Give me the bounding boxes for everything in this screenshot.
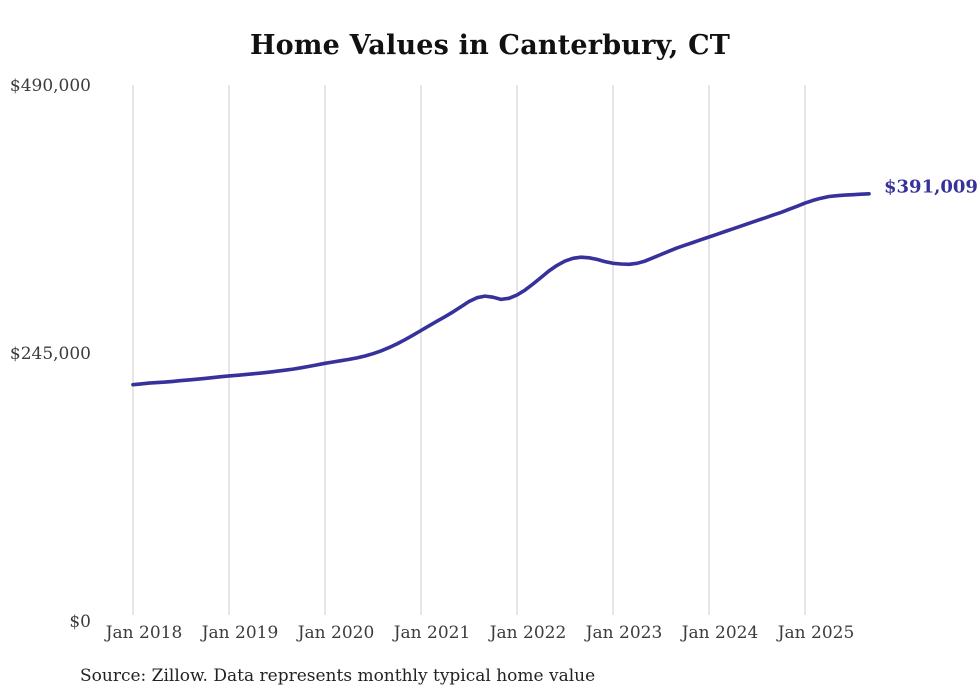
x-tick-jan-2018: Jan 2018 [105, 623, 183, 643]
y-tick-0: $0 [69, 611, 91, 632]
x-tick-jan-2022: Jan 2022 [489, 623, 567, 643]
y-tick-490000: $490,000 [9, 75, 91, 96]
x-tick-jan-2024: Jan 2024 [681, 623, 759, 643]
x-tick-jan-2023: Jan 2023 [585, 623, 663, 643]
x-tick-jan-2021: Jan 2021 [393, 623, 471, 643]
home-value-line-series [131, 192, 871, 387]
x-tick-jan-2025: Jan 2025 [777, 623, 855, 643]
x-tick-jan-2019: Jan 2019 [201, 623, 279, 643]
chart-title: Home Values in Canterbury, CT [249, 30, 731, 61]
x-tick-jan-2020: Jan 2020 [297, 623, 375, 643]
source-note: Source: Zillow. Data represents monthly … [80, 666, 596, 686]
y-tick-245000: $245,000 [9, 343, 91, 364]
vertical-gridlines [132, 85, 806, 615]
latest-value-label: $391,009 [884, 176, 978, 198]
